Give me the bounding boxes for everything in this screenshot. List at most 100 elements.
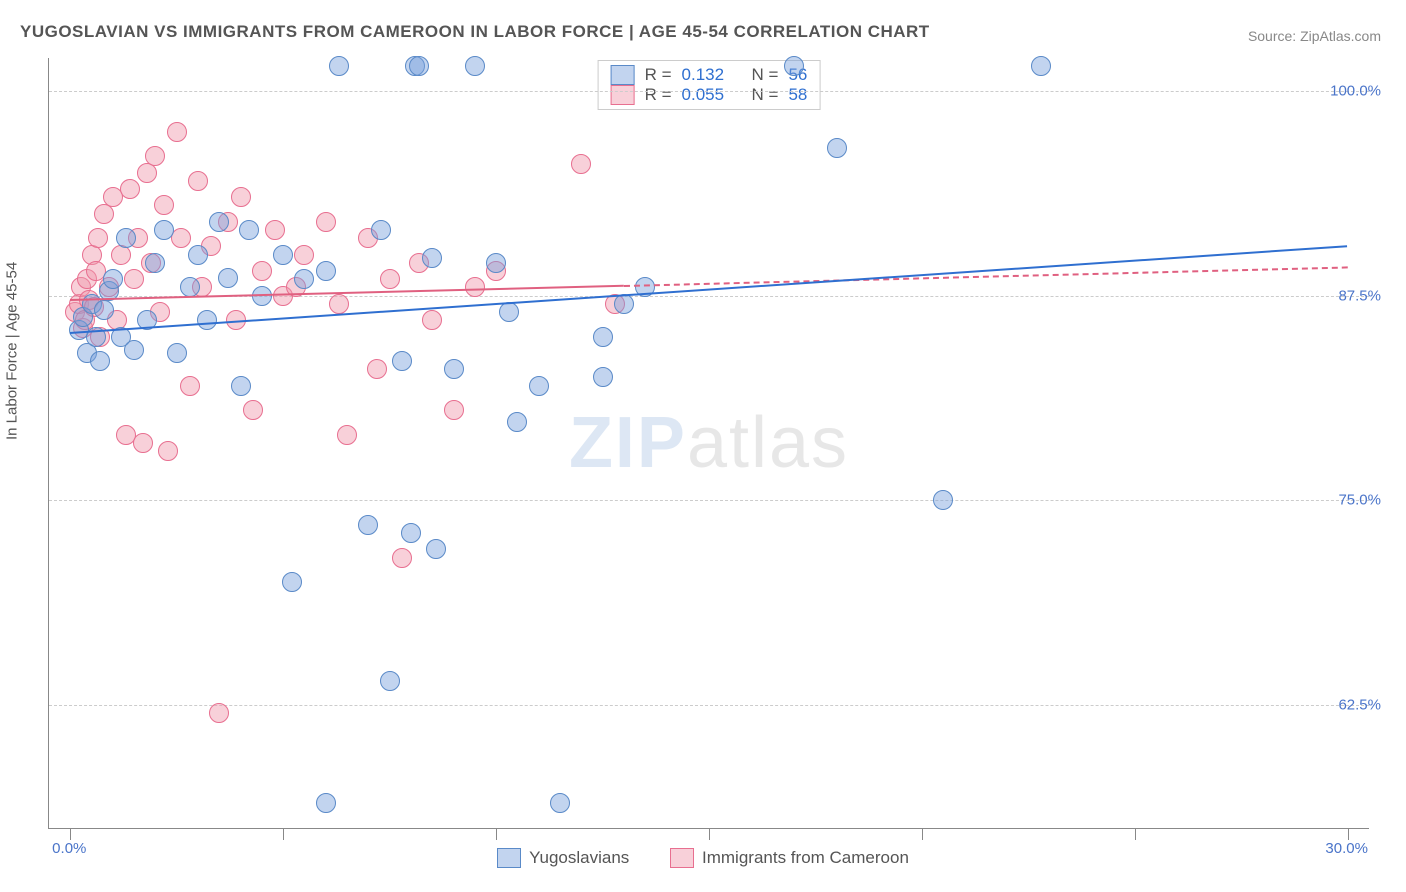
watermark-zip: ZIP <box>569 403 687 483</box>
scatter-point-b <box>180 376 200 396</box>
scatter-point-a <box>784 56 804 76</box>
scatter-point-b <box>265 220 285 240</box>
scatter-point-a <box>422 248 442 268</box>
scatter-point-b <box>158 441 178 461</box>
watermark-atlas: atlas <box>687 403 849 483</box>
scatter-point-a <box>90 351 110 371</box>
scatter-point-a <box>507 412 527 432</box>
scatter-point-a <box>593 367 613 387</box>
watermark: ZIPatlas <box>569 402 849 484</box>
scatter-point-a <box>103 269 123 289</box>
scatter-point-a <box>294 269 314 289</box>
scatter-point-a <box>529 376 549 396</box>
scatter-point-b <box>422 310 442 330</box>
n-label: N = <box>752 65 779 85</box>
legend-item-a: Yugoslavians <box>497 848 629 868</box>
r-label: R = <box>645 65 672 85</box>
scatter-point-b <box>329 294 349 314</box>
scatter-point-b <box>88 228 108 248</box>
scatter-point-b <box>571 154 591 174</box>
scatter-point-a <box>444 359 464 379</box>
scatter-point-b <box>243 400 263 420</box>
scatter-point-a <box>239 220 259 240</box>
scatter-point-b <box>124 269 144 289</box>
scatter-point-a <box>188 245 208 265</box>
scatter-point-a <box>197 310 217 330</box>
scatter-point-a <box>401 523 421 543</box>
scatter-point-a <box>593 327 613 347</box>
scatter-point-b <box>133 433 153 453</box>
legend-item-b: Immigrants from Cameroon <box>670 848 909 868</box>
scatter-point-b <box>188 171 208 191</box>
scatter-point-b <box>337 425 357 445</box>
scatter-point-a <box>273 245 293 265</box>
chart-title: YUGOSLAVIAN VS IMMIGRANTS FROM CAMEROON … <box>20 22 930 42</box>
scatter-point-a <box>392 351 412 371</box>
source-label: Source: ZipAtlas.com <box>1248 28 1381 44</box>
r-value-a: 0.132 <box>682 65 742 85</box>
x-tick-label: 0.0% <box>52 840 86 857</box>
swatch-series-a <box>611 65 635 85</box>
scatter-point-a <box>116 228 136 248</box>
y-tick-label: 100.0% <box>1330 82 1381 99</box>
scatter-point-a <box>180 277 200 297</box>
scatter-point-a <box>316 793 336 813</box>
stats-row-a: R = 0.132 N = 56 <box>611 65 808 85</box>
x-tick <box>1348 828 1349 840</box>
scatter-point-b <box>252 261 272 281</box>
scatter-point-a <box>371 220 391 240</box>
r-value-b: 0.055 <box>682 85 742 105</box>
swatch-series-a <box>497 848 521 868</box>
scatter-point-b <box>392 548 412 568</box>
x-tick <box>1135 828 1136 840</box>
scatter-point-b <box>209 703 229 723</box>
x-tick <box>922 828 923 840</box>
scatter-point-a <box>94 300 114 320</box>
scatter-point-b <box>367 359 387 379</box>
scatter-point-a <box>154 220 174 240</box>
series-legend: Yugoslavians Immigrants from Cameroon <box>0 848 1406 873</box>
scatter-point-a <box>827 138 847 158</box>
scatter-point-a <box>282 572 302 592</box>
scatter-point-a <box>316 261 336 281</box>
scatter-point-b <box>380 269 400 289</box>
scatter-point-b <box>167 122 187 142</box>
scatter-point-a <box>231 376 251 396</box>
x-tick <box>709 828 710 840</box>
n-value-b: 58 <box>788 85 807 105</box>
scatter-point-a <box>499 302 519 322</box>
scatter-point-a <box>329 56 349 76</box>
scatter-point-a <box>218 268 238 288</box>
scatter-point-b <box>316 212 336 232</box>
x-tick <box>70 828 71 840</box>
scatter-point-a <box>550 793 570 813</box>
scatter-point-a <box>465 56 485 76</box>
scatter-point-a <box>209 212 229 232</box>
y-axis-label: In Labor Force | Age 45-54 <box>4 262 21 440</box>
swatch-series-b <box>611 85 635 105</box>
legend-label-b: Immigrants from Cameroon <box>702 848 909 868</box>
gridline <box>49 500 1369 501</box>
plot-area: ZIPatlas R = 0.132 N = 56 R = 0.055 N = … <box>48 58 1369 829</box>
scatter-point-a <box>426 539 446 559</box>
x-tick <box>496 828 497 840</box>
y-tick-label: 87.5% <box>1338 287 1381 304</box>
scatter-point-b <box>145 146 165 166</box>
scatter-point-a <box>933 490 953 510</box>
scatter-point-a <box>145 253 165 273</box>
x-tick-label: 30.0% <box>1325 840 1368 857</box>
scatter-point-b <box>465 277 485 297</box>
scatter-point-b <box>171 228 191 248</box>
scatter-point-a <box>167 343 187 363</box>
x-tick <box>283 828 284 840</box>
scatter-point-a <box>1031 56 1051 76</box>
y-tick-label: 62.5% <box>1338 697 1381 714</box>
legend-label-a: Yugoslavians <box>529 848 629 868</box>
scatter-point-b <box>120 179 140 199</box>
scatter-point-a <box>124 340 144 360</box>
y-tick-label: 75.0% <box>1338 492 1381 509</box>
r-label: R = <box>645 85 672 105</box>
scatter-point-b <box>444 400 464 420</box>
n-label: N = <box>752 85 779 105</box>
scatter-point-b <box>231 187 251 207</box>
